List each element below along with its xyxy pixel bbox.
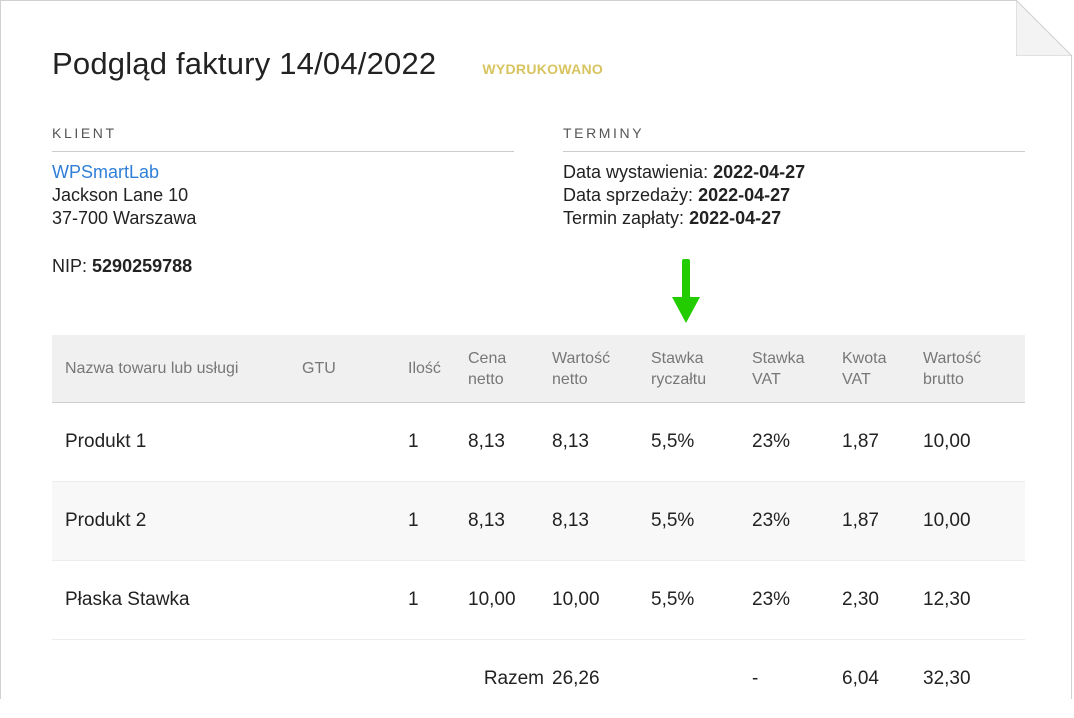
col-quantity-header: Ilość xyxy=(408,335,468,403)
issue-date-label: Data wystawienia: xyxy=(563,162,708,182)
item-quantity-cell: 1 xyxy=(408,403,468,482)
totals-row: Razem 26,26 - 6,04 32,30 xyxy=(52,640,1025,718)
item-name-cell: Produkt 2 xyxy=(52,482,302,561)
title-row: Podgląd faktury 14/04/2022 WYDRUKOWANO xyxy=(52,46,603,82)
item-vat-rate-cell: 23% xyxy=(752,561,842,640)
due-date-line: Termin zapłaty: 2022-04-27 xyxy=(563,207,1025,230)
due-date-value: 2022-04-27 xyxy=(689,208,781,228)
status-badge: WYDRUKOWANO xyxy=(482,61,603,77)
item-gross-value-cell: 10,00 xyxy=(923,403,1025,482)
item-unit-price-cell: 8,13 xyxy=(468,403,552,482)
client-heading: KLIENT xyxy=(52,125,514,152)
issue-date-line: Data wystawienia: 2022-04-27 xyxy=(563,161,1025,184)
item-net-value-cell: 10,00 xyxy=(552,561,651,640)
page-title: Podgląd faktury 14/04/2022 xyxy=(52,46,436,82)
terms-section: TERMINY Data wystawienia: 2022-04-27 Dat… xyxy=(563,125,1025,230)
item-gtu-cell xyxy=(302,403,408,482)
client-nip: NIP: 5290259788 xyxy=(52,255,514,278)
invoice-preview-page: Podgląd faktury 14/04/2022 WYDRUKOWANO K… xyxy=(0,0,1072,699)
item-net-value-cell: 8,13 xyxy=(552,403,651,482)
table-row: Produkt 1 1 8,13 8,13 5,5% 23% 1,87 10,0… xyxy=(52,403,1025,482)
item-flat-rate-cell: 5,5% xyxy=(651,403,752,482)
item-flat-rate-cell: 5,5% xyxy=(651,482,752,561)
table-row: Produkt 2 1 8,13 8,13 5,5% 23% 1,87 10,0… xyxy=(52,482,1025,561)
client-street: Jackson Lane 10 xyxy=(52,184,514,207)
item-quantity-cell: 1 xyxy=(408,561,468,640)
table-row: Płaska Stawka 1 10,00 10,00 5,5% 23% 2,3… xyxy=(52,561,1025,640)
item-gross-value-cell: 10,00 xyxy=(923,482,1025,561)
item-gross-value-cell: 12,30 xyxy=(923,561,1025,640)
nip-value: 5290259788 xyxy=(92,256,192,276)
item-vat-amount-cell: 1,87 xyxy=(842,482,923,561)
arrow-down-icon xyxy=(672,259,700,325)
item-vat-amount-cell: 2,30 xyxy=(842,561,923,640)
item-vat-rate-cell: 23% xyxy=(752,403,842,482)
item-gtu-cell xyxy=(302,561,408,640)
sale-date-label: Data sprzedaży: xyxy=(563,185,693,205)
sale-date-line: Data sprzedaży: 2022-04-27 xyxy=(563,184,1025,207)
sale-date-value: 2022-04-27 xyxy=(698,185,790,205)
item-unit-price-cell: 10,00 xyxy=(468,561,552,640)
item-net-value-cell: 8,13 xyxy=(552,482,651,561)
item-flat-rate-cell: 5,5% xyxy=(651,561,752,640)
terms-heading: TERMINY xyxy=(563,125,1025,152)
page-corner-fold-icon xyxy=(1016,0,1072,56)
totals-gross-cell: 32,30 xyxy=(923,640,1025,718)
issue-date-value: 2022-04-27 xyxy=(713,162,805,182)
totals-net-cell: 26,26 xyxy=(552,640,651,718)
item-name-cell: Płaska Stawka xyxy=(52,561,302,640)
totals-vat-rate-cell: - xyxy=(752,640,842,718)
client-city: 37-700 Warszawa xyxy=(52,207,514,230)
client-name-link[interactable]: WPSmartLab xyxy=(52,162,159,182)
nip-label: NIP: xyxy=(52,256,87,276)
item-quantity-cell: 1 xyxy=(408,482,468,561)
item-unit-price-cell: 8,13 xyxy=(468,482,552,561)
item-gtu-cell xyxy=(302,482,408,561)
col-gtu-header: GTU xyxy=(302,335,408,403)
due-date-label: Termin zapłaty: xyxy=(563,208,684,228)
col-name-header: Nazwa towaru lub usługi xyxy=(52,335,302,403)
item-vat-amount-cell: 1,87 xyxy=(842,403,923,482)
item-name-cell: Produkt 1 xyxy=(52,403,302,482)
totals-label: Razem xyxy=(468,640,552,718)
client-section: KLIENT WPSmartLab Jackson Lane 10 37-700… xyxy=(52,125,514,278)
item-vat-rate-cell: 23% xyxy=(752,482,842,561)
totals-vat-amount-cell: 6,04 xyxy=(842,640,923,718)
